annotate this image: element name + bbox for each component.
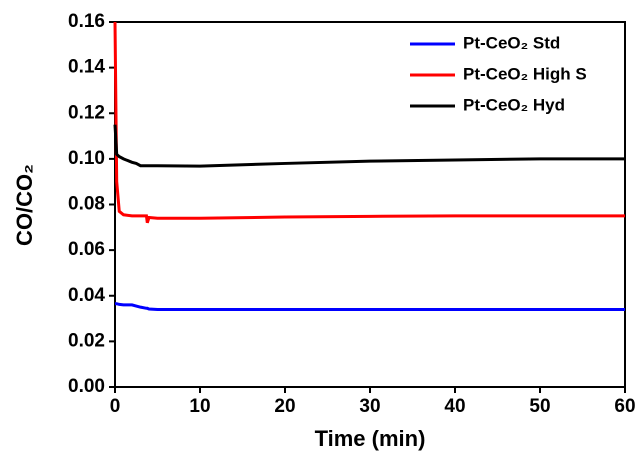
y-tick-label: 0.12 [68,102,105,123]
x-tick-label: 20 [274,396,295,417]
series-line [113,124,625,168]
y-tick-label: 0.08 [68,194,105,215]
x-tick-label: 30 [359,396,380,417]
y-tick-label: 0.00 [68,376,105,397]
y-tick-label: 0.10 [68,148,105,169]
legend-label: Pt-CeO₂ Std [463,33,560,52]
y-axis-label: CO/CO₂ [12,164,37,246]
x-tick-label: 0 [110,396,121,417]
y-tick-label: 0.04 [68,285,105,306]
x-tick-label: 10 [189,396,210,417]
x-tick-label: 50 [529,396,550,417]
x-axis-label: Time (min) [315,426,426,451]
y-tick-label: 0.14 [68,57,105,78]
y-tick-label: 0.16 [68,11,105,32]
y-tick-label: 0.02 [68,330,105,351]
legend-label: Pt-CeO₂ High S [463,64,587,83]
x-tick-label: 60 [614,396,635,417]
y-tick-label: 0.06 [68,239,105,260]
series-line [113,21,625,224]
series-line [115,302,625,311]
x-tick-label: 40 [444,396,465,417]
legend-label: Pt-CeO₂ Hyd [463,95,565,114]
